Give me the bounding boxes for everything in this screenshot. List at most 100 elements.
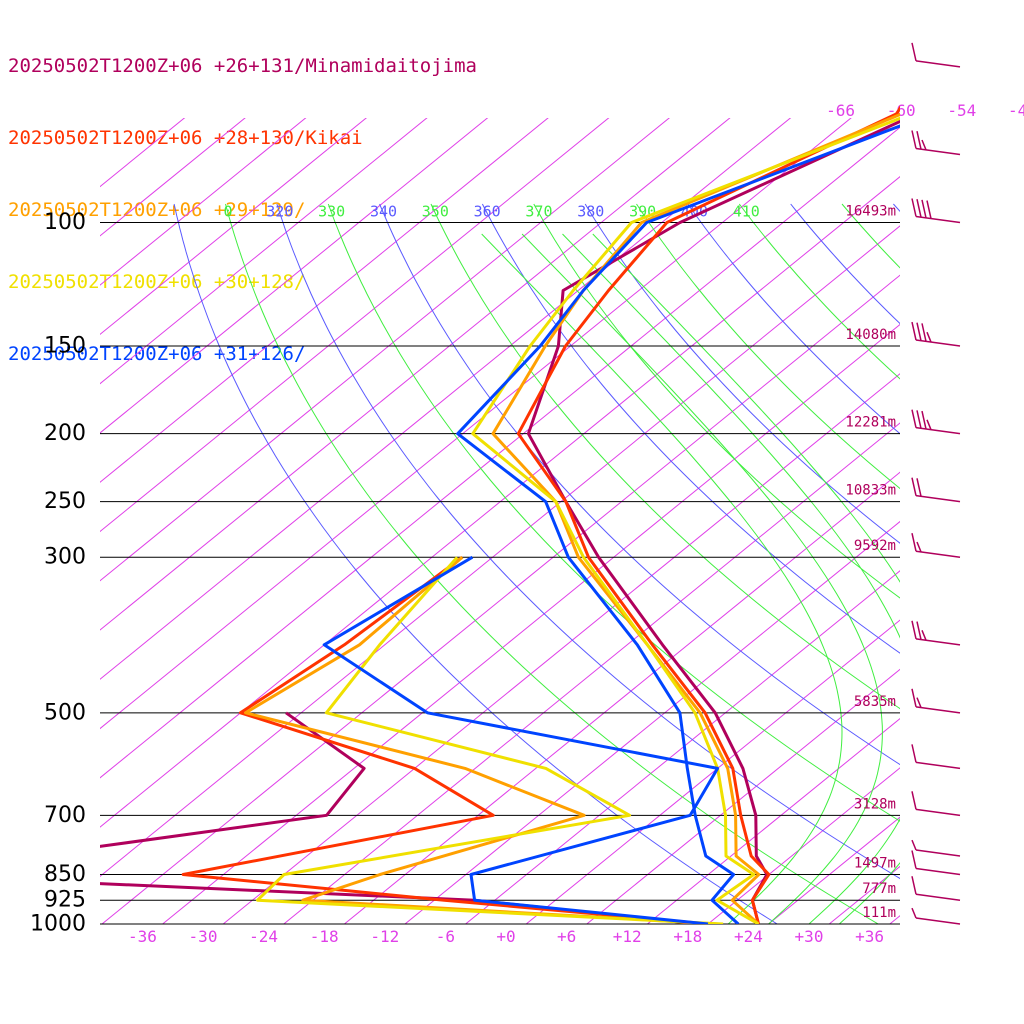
pressure-label: 700 <box>44 803 86 828</box>
wind-barb-staff <box>915 426 961 435</box>
legend-entry-4: 20250502T1200Z+06 +30+128/ <box>8 271 306 293</box>
temperature-tick-label: +0 <box>496 927 515 946</box>
isotherm-line <box>100 118 367 336</box>
height-label: 777m <box>862 881 896 897</box>
wind-barb-flag <box>911 533 917 552</box>
temperature-tick-label: -12 <box>370 927 399 946</box>
wind-barb-staff <box>915 849 961 857</box>
isotherm-line <box>707 767 900 924</box>
wind-barb-flag <box>911 620 917 640</box>
wind-barb-staff <box>915 893 961 901</box>
moist-adiabat-line <box>521 233 883 924</box>
dewpoint-profile-4 <box>256 556 724 924</box>
wind-barb-flag <box>911 130 917 149</box>
wind-barb-staff <box>915 917 961 925</box>
temperature-profile-4 <box>471 116 900 924</box>
wind-barb-flag <box>916 322 922 341</box>
isotherm-line <box>404 520 900 924</box>
legend: 20250502T1200Z+06 +26+131/Minamidaitojim… <box>8 6 477 390</box>
legend-entry-2: 20250502T1200Z+06 +28+130/Kikai <box>8 127 363 149</box>
temperature-tick-label: +24 <box>734 927 763 946</box>
temperature-profile-2 <box>516 105 900 924</box>
theta-label: 0 <box>223 203 232 221</box>
wind-barb-flag <box>911 791 917 810</box>
wind-barb-flag <box>921 410 927 430</box>
isotherm-line <box>100 126 900 779</box>
temperature-tick-label: +12 <box>613 927 642 946</box>
isotherm-label: -66 <box>826 101 855 120</box>
theta-label: 360 <box>474 203 501 221</box>
dry-adiabat-line <box>430 203 900 710</box>
wind-barb-flag <box>921 199 927 219</box>
temperature-tick-label: -24 <box>249 927 278 946</box>
isotherm-label: -48 <box>1008 101 1024 120</box>
height-label: 9592m <box>854 538 896 554</box>
pressure-label: 1000 <box>30 912 86 937</box>
wind-barb-staff <box>915 147 961 156</box>
wind-barb-flag <box>921 323 927 342</box>
wind-barb <box>911 744 961 770</box>
wind-barb-flag <box>926 200 932 219</box>
temperature-tick-label: +6 <box>557 927 576 946</box>
wind-barb <box>911 533 961 558</box>
theta-label: 370 <box>525 203 552 221</box>
temperature-profile-3 <box>491 112 900 924</box>
wind-barb-flag <box>916 697 922 708</box>
wind-barb <box>911 907 961 925</box>
temperature-tick-label: +30 <box>795 927 824 946</box>
height-label: 14080m <box>845 327 896 343</box>
pressure-label: 150 <box>44 334 86 359</box>
wind-barb-flag <box>916 621 922 640</box>
moist-adiabat-line <box>562 233 900 924</box>
theta-label: 320 <box>266 203 293 221</box>
isotherm-line <box>100 118 792 680</box>
moist-adiabat-line <box>592 233 900 924</box>
wind-barb <box>911 477 961 503</box>
isotherm-line <box>768 816 900 924</box>
dry-adiabat-line <box>841 203 900 269</box>
wind-barb-flag <box>926 331 932 343</box>
isotherm-line <box>465 570 900 924</box>
height-label: 5835m <box>854 694 896 710</box>
dry-adiabat-line <box>738 203 900 380</box>
wind-barb-flag <box>916 131 922 150</box>
dry-adiabat-line <box>687 203 900 435</box>
dry-adiabat-line <box>327 203 900 822</box>
dry-adiabat-line <box>533 203 900 599</box>
wind-barbs <box>911 42 961 925</box>
isotherm-line <box>100 118 428 385</box>
dry-adiabat-line <box>996 204 1024 924</box>
isotherm-line <box>100 118 549 483</box>
isotherm-line <box>283 422 900 924</box>
pressure-grid <box>100 222 900 925</box>
dry-adiabat-line <box>945 204 1024 924</box>
dry-adiabat-line <box>379 203 900 766</box>
legend-entry-5: 20250502T1200Z+06 +31+126/ <box>8 343 306 365</box>
pressure-label: 250 <box>44 489 86 514</box>
height-label: 1497m <box>854 855 896 871</box>
wind-barb-flag <box>911 321 917 341</box>
temperature-profile-5 <box>456 124 900 924</box>
isotherm-line <box>344 471 900 924</box>
wind-barb <box>911 876 961 901</box>
dry-adiabat-line <box>276 203 900 880</box>
theta-label: 330 <box>318 203 345 221</box>
pressure-label: 200 <box>44 421 86 446</box>
theta-label: 410 <box>733 203 760 221</box>
wind-barb-flag <box>911 409 917 428</box>
wind-barb-flag <box>921 630 927 641</box>
theta-label: 350 <box>422 203 449 221</box>
dewpoint-profile-5 <box>322 555 720 924</box>
wind-barb-flag <box>916 199 922 218</box>
wind-barb <box>911 791 961 817</box>
wind-barb-staff <box>915 215 961 224</box>
isotherm-line <box>101 274 900 924</box>
wind-barb-flag <box>921 139 927 151</box>
isotherm-line <box>162 323 900 924</box>
isotherm-line <box>100 225 900 878</box>
isotherm-line <box>100 118 307 286</box>
wind-barb-flag <box>926 419 932 430</box>
temperature-tick-label: -36 <box>128 927 157 946</box>
wind-barb <box>911 130 961 156</box>
